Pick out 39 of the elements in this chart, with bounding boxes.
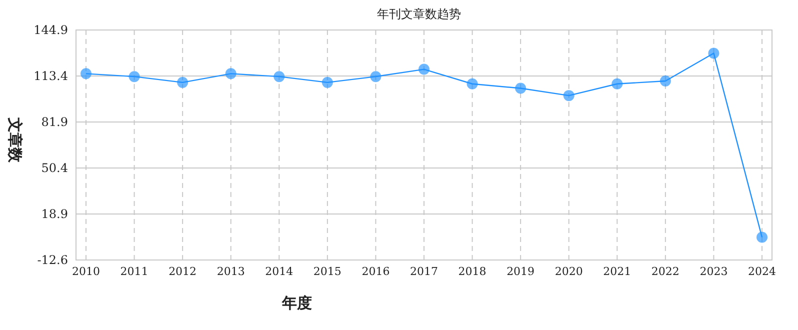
y-tick-label: -12.6 — [37, 253, 68, 267]
point — [756, 232, 768, 243]
point — [612, 78, 623, 90]
point — [515, 82, 526, 94]
x-tick-label: 2017 — [410, 265, 438, 278]
y-axis-title: 文章数 — [6, 116, 24, 164]
point — [80, 68, 92, 80]
chart-title: 年刊文章数趋势 — [377, 7, 461, 21]
point — [563, 90, 574, 102]
point — [322, 76, 333, 88]
x-tick-label: 2022 — [651, 265, 680, 278]
x-tick-label: 2012 — [168, 265, 197, 278]
x-tick-label: 2021 — [603, 265, 632, 278]
point — [274, 71, 285, 82]
x-tick-label: 2024 — [748, 265, 776, 278]
x-tick-label: 2023 — [700, 265, 728, 278]
y-tick-label: 81.9 — [41, 115, 68, 129]
point — [370, 71, 382, 82]
point — [418, 64, 430, 75]
x-tick-label: 2013 — [216, 265, 245, 278]
point — [708, 48, 720, 59]
x-tick-label: 2011 — [120, 265, 148, 278]
x-tick-label: 2014 — [265, 265, 294, 278]
point — [466, 78, 478, 90]
point — [225, 68, 236, 80]
x-tick-label: 2016 — [362, 265, 390, 278]
y-tick-label: 113.4 — [34, 69, 68, 83]
x-axis-title: 年度 — [281, 294, 312, 312]
point — [177, 76, 188, 88]
x-tick-label: 2020 — [554, 265, 583, 278]
y-tick-label: 18.9 — [41, 207, 68, 221]
x-tick-label: 2015 — [313, 265, 342, 278]
y-tick-label: 50.4 — [41, 161, 68, 175]
x-tick-label: 2019 — [506, 265, 535, 278]
y-tick-label: 144.9 — [34, 23, 68, 37]
x-tick-label: 2018 — [458, 265, 486, 278]
x-tick-label: 2010 — [72, 265, 100, 278]
point — [660, 75, 671, 86]
point — [128, 71, 140, 82]
